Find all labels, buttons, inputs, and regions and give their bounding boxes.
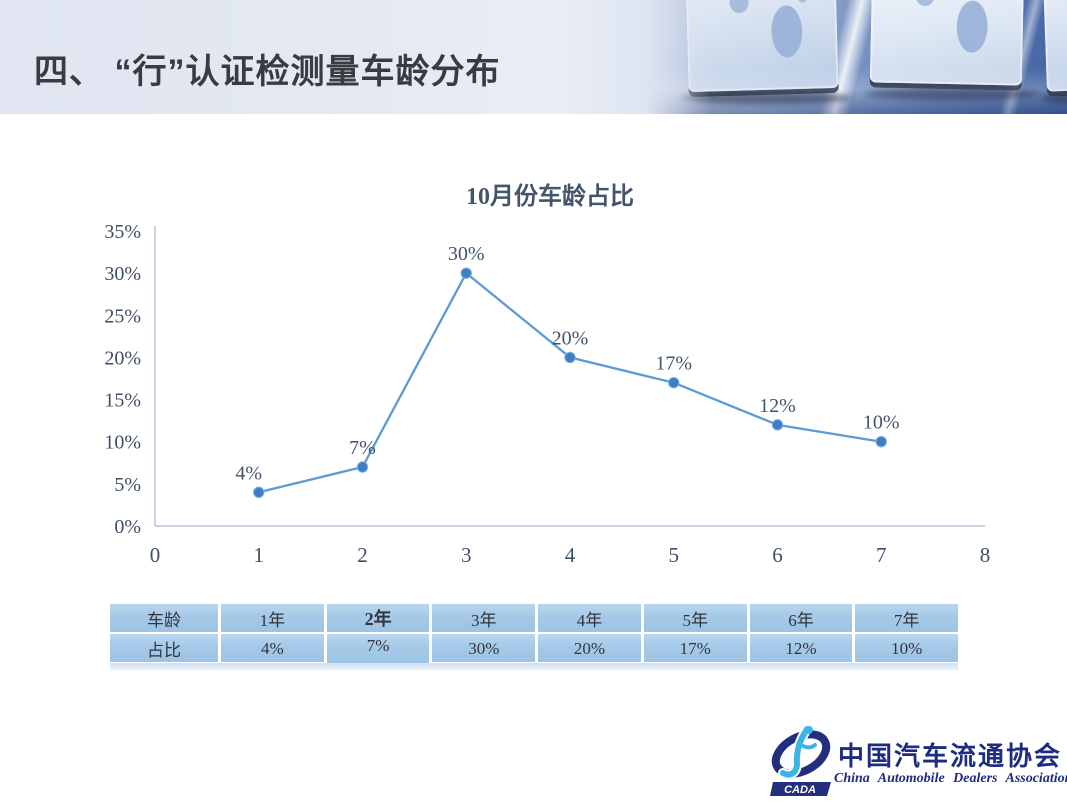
data-point-marker	[564, 351, 576, 364]
x-axis-tick-label: 2	[357, 543, 368, 567]
line-chart: 10月份车龄占比 0% 5% 10% 15% 20% 25% 30% 35% 0 1 2 3 4 5 6 7 8…	[90, 150, 1010, 580]
table-value-row: 占比 4% 7% 30% 20% 17% 12% 10%	[110, 634, 959, 664]
data-point-marker	[460, 267, 472, 279]
table-value-cell: 12%	[749, 634, 853, 662]
data-point-label: 4%	[235, 462, 262, 484]
data-point-marker	[356, 461, 369, 473]
x-axis-tick-label: 1	[254, 543, 265, 567]
floor-reflection	[647, 68, 1067, 114]
data-point-marker	[771, 419, 784, 431]
x-axis-tick-label: 7	[876, 543, 887, 567]
cube-shadow	[1041, 92, 1067, 104]
chart-plot-area: 0% 5% 10% 15% 20% 25% 30% 35% 0 1 2 3 4 5 6 7 8 4% 7% 30% 20…	[104, 221, 991, 567]
table-value-cell: 4%	[221, 634, 324, 662]
table-value-cell: 30%	[432, 634, 536, 662]
table-header-cell: 2年	[326, 604, 430, 632]
x-axis-tick-label: 4	[565, 543, 576, 567]
table-value-cell: 20%	[538, 634, 641, 662]
cubes-decoration-image	[647, 0, 1067, 114]
table-header-cell: 4年	[538, 604, 641, 632]
data-point-label: 20%	[552, 327, 589, 349]
x-axis-tick-label: 0	[150, 543, 161, 567]
x-axis-tick-label: 3	[461, 543, 472, 567]
line-series	[258, 271, 882, 494]
y-axis-tick-label: 20%	[104, 347, 141, 369]
table-header-cell: 5年	[643, 604, 747, 632]
cada-logo: CADA 中国汽车流通协会 China Automobile Dealers A…	[770, 724, 1067, 800]
cube-shadow	[865, 88, 1039, 100]
table-header-cell: 3年	[432, 604, 536, 632]
y-axis-tick-label: 35%	[104, 221, 141, 243]
table-value-cell: 17%	[643, 634, 747, 662]
y-axis-tick-label: 5%	[114, 474, 141, 496]
table-header-cell: 7年	[855, 604, 959, 632]
age-share-table: 车龄 1年 2年 3年 4年 5年 6年 7年 占比 4% 7% 30% 20% 17% 12% 10%	[110, 604, 959, 666]
data-point-label: 17%	[655, 353, 692, 375]
x-axis-tick-label: 5	[669, 543, 680, 567]
data-point-label: 10%	[863, 412, 900, 434]
data-point-label: 12%	[759, 395, 796, 417]
y-axis-tick-label: 30%	[104, 263, 141, 285]
table-row-label: 占比	[110, 634, 218, 662]
data-point-marker	[253, 486, 265, 498]
data-point-label: 7%	[349, 437, 376, 459]
cube-shadow	[681, 92, 851, 104]
header-band: 四、 “行”认证检测量车龄分布	[0, 0, 1067, 114]
logo-english-name: China Automobile Dealers Association	[834, 771, 1067, 786]
table-shadow	[110, 663, 958, 670]
x-axis-tick-label: 8	[980, 543, 991, 567]
fade-overlay	[647, 0, 711, 114]
cada-emblem-icon: CADA	[770, 724, 831, 796]
table-value-cell: 7%	[326, 634, 430, 664]
data-point-marker	[668, 377, 680, 389]
table-header-cell: 1年	[221, 604, 324, 632]
y-axis-tick-label: 10%	[104, 432, 141, 454]
logo-chinese-name: 中国汽车流通协会	[838, 742, 1063, 771]
chart-title: 10月份车龄占比	[466, 184, 634, 210]
cada-badge-text: CADA	[784, 784, 816, 796]
table-header-cell: 6年	[749, 604, 853, 632]
x-axis-tick-label: 6	[772, 543, 783, 567]
y-axis-tick-label: 25%	[104, 305, 141, 327]
table-header-row: 车龄 1年 2年 3年 4年 5年 6年 7年	[110, 604, 959, 632]
table-row-label: 车龄	[110, 604, 218, 632]
data-point-marker	[875, 436, 887, 448]
y-axis-tick-label: 15%	[104, 390, 141, 412]
slide-title: 四、 “行”认证检测量车龄分布	[34, 53, 501, 91]
data-point-label: 30%	[448, 243, 485, 265]
y-axis-tick-label: 0%	[114, 516, 141, 538]
table-value-cell: 10%	[855, 634, 959, 662]
